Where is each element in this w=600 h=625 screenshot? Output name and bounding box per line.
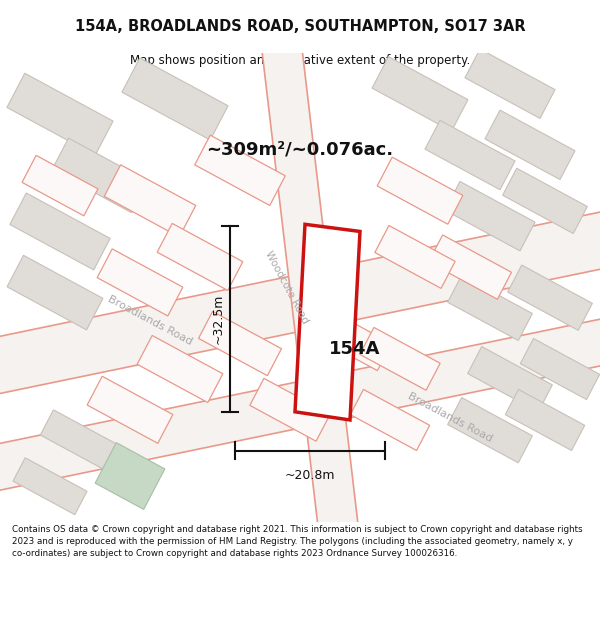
Text: 154A: 154A [329,339,380,357]
Text: ~32.5m: ~32.5m [212,294,225,344]
Polygon shape [360,328,440,390]
Polygon shape [199,311,281,376]
Polygon shape [467,347,553,412]
Polygon shape [0,316,600,493]
Text: Broadlands Road: Broadlands Road [106,294,194,347]
Polygon shape [122,58,228,140]
Text: Broadlands Road: Broadlands Road [406,391,494,444]
Polygon shape [375,226,455,288]
Polygon shape [95,442,165,509]
Polygon shape [52,138,148,212]
Polygon shape [0,209,600,396]
Polygon shape [372,57,468,131]
Text: 154A, BROADLANDS ROAD, SOUTHAMPTON, SO17 3AR: 154A, BROADLANDS ROAD, SOUTHAMPTON, SO17… [74,19,526,34]
Polygon shape [377,157,463,224]
Polygon shape [195,135,285,206]
Polygon shape [40,410,119,471]
Text: Woodcote Road: Woodcote Road [263,249,310,326]
Polygon shape [250,378,330,441]
Polygon shape [503,168,587,234]
Polygon shape [465,49,555,118]
Text: ~309m²/~0.076ac.: ~309m²/~0.076ac. [206,141,394,159]
Polygon shape [448,398,532,462]
Polygon shape [7,73,113,155]
Polygon shape [137,336,223,402]
Polygon shape [295,224,360,420]
Text: ~20.8m: ~20.8m [285,469,335,482]
Polygon shape [10,193,110,270]
Polygon shape [448,275,532,341]
Polygon shape [157,223,243,291]
Text: Map shows position and indicative extent of the property.: Map shows position and indicative extent… [130,54,470,68]
Polygon shape [87,376,173,443]
Polygon shape [485,110,575,179]
Polygon shape [445,181,535,251]
Polygon shape [425,120,515,190]
Text: Contains OS data © Crown copyright and database right 2021. This information is : Contains OS data © Crown copyright and d… [12,525,583,558]
Polygon shape [508,265,592,331]
Polygon shape [520,339,599,399]
Polygon shape [308,306,391,371]
Polygon shape [7,256,103,330]
Polygon shape [428,235,511,299]
Polygon shape [13,458,87,514]
Polygon shape [104,165,196,237]
Polygon shape [97,249,183,316]
Polygon shape [260,31,360,544]
Polygon shape [505,389,584,451]
Polygon shape [350,389,430,451]
Polygon shape [22,156,98,216]
